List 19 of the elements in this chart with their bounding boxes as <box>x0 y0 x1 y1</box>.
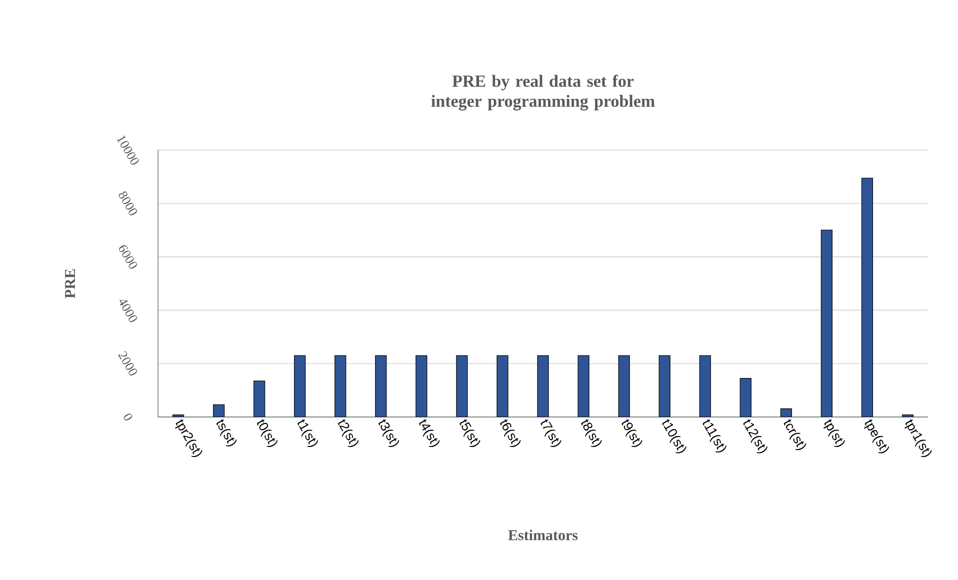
bar <box>862 178 873 417</box>
bar <box>294 356 306 417</box>
bar <box>375 356 386 417</box>
x-axis-title: Estimators <box>508 530 578 540</box>
bar <box>254 380 265 417</box>
y-tick-label: 0 <box>124 414 132 420</box>
bar <box>821 230 832 417</box>
bar <box>740 378 752 417</box>
bar <box>700 356 711 417</box>
bar <box>659 356 670 417</box>
y-axis-title: PRE <box>65 269 75 298</box>
bar <box>334 356 346 417</box>
bar <box>538 356 549 417</box>
bar <box>456 356 468 417</box>
chart-title: PRE by real data set for integer programming problem <box>431 74 655 110</box>
bar <box>618 356 630 417</box>
bar <box>578 356 590 417</box>
bar <box>416 356 427 417</box>
bar <box>496 356 508 417</box>
